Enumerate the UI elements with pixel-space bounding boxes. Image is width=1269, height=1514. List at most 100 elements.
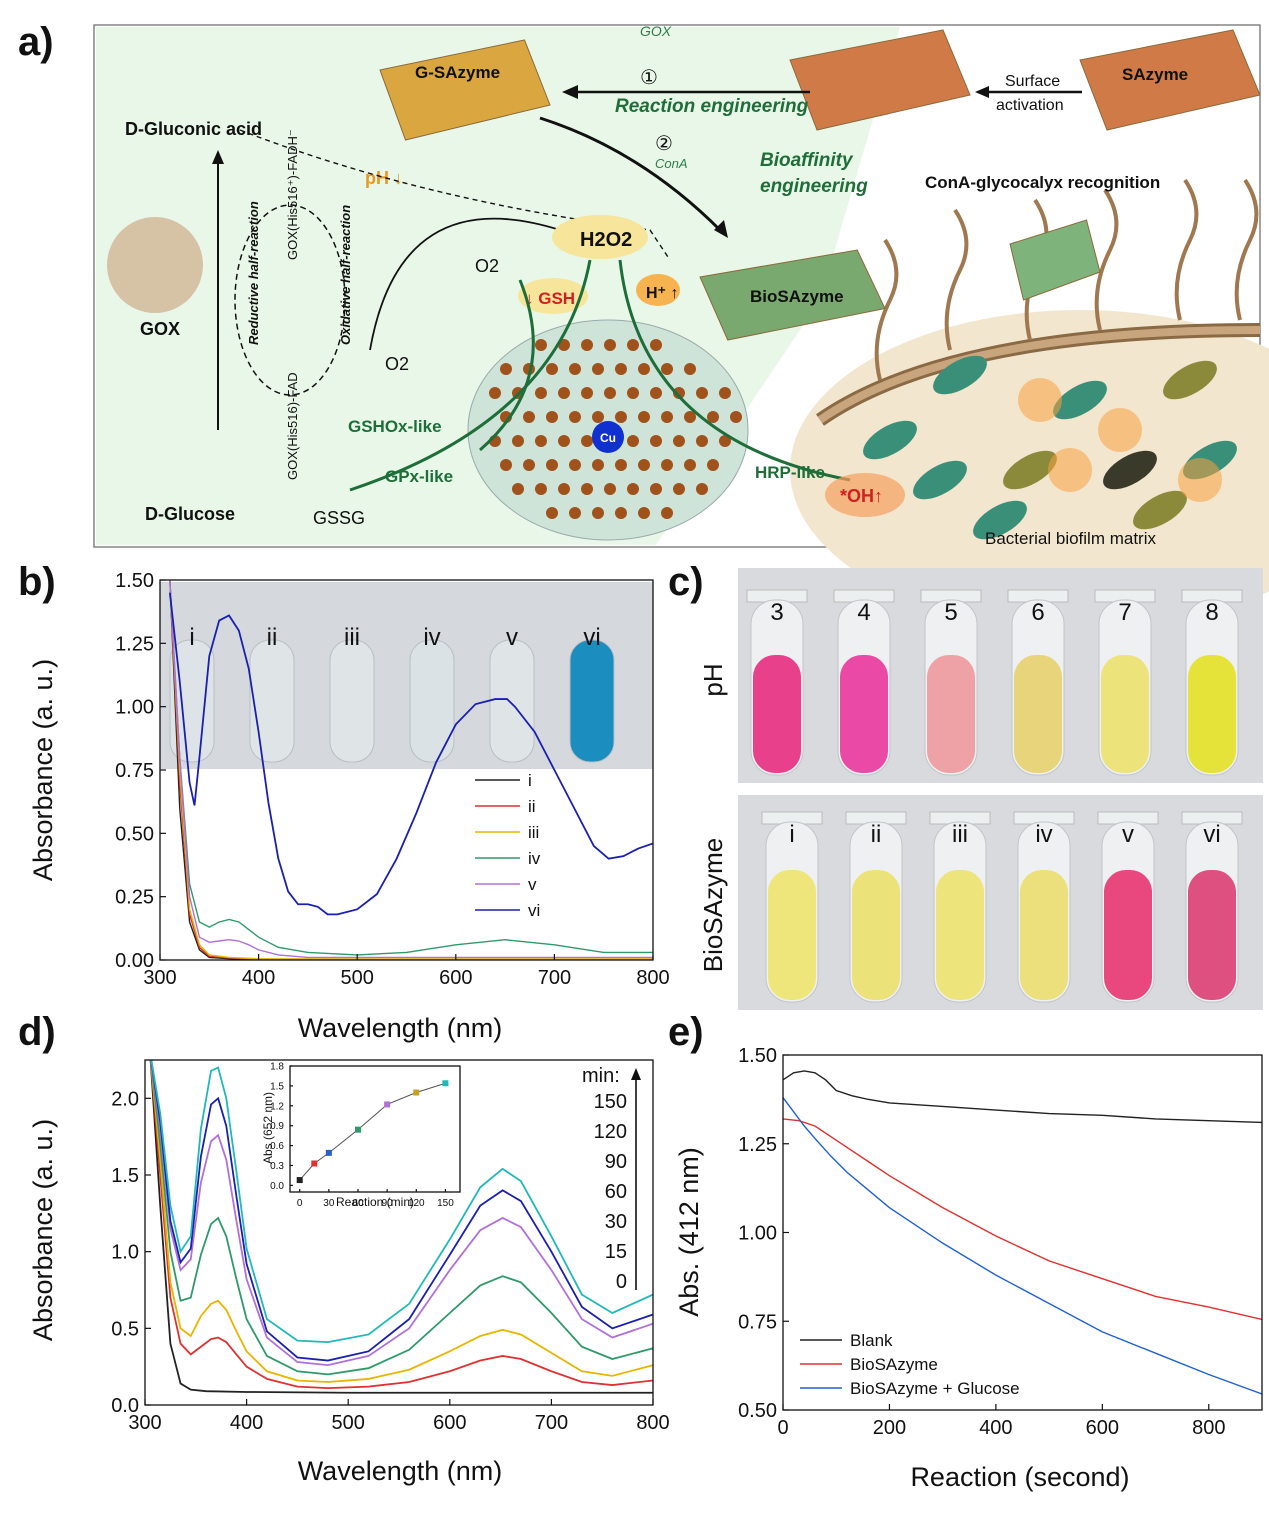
graphene-atom [673, 435, 685, 447]
g-sazyme-sheet [379, 39, 551, 141]
ph-tube-liquid-8 [1188, 655, 1236, 773]
photo-tube-i [169, 639, 215, 763]
y-tick-label: 1.2 [270, 1101, 284, 1112]
photo-tube-iii [329, 639, 375, 763]
graphene-atom [500, 459, 512, 471]
y-tick-label: 1.0 [111, 1242, 139, 1264]
y-tick-label: 1.00 [738, 1223, 777, 1245]
series-line-15min [149, 1060, 653, 1390]
graphene-atom [615, 363, 627, 375]
x-tick-label: 120 [408, 1198, 425, 1209]
d-legend-label: 30 [605, 1211, 627, 1233]
bio-axis-label: BioSAzyme [698, 838, 728, 972]
x-tick-label: 200 [873, 1417, 906, 1439]
bio-tube-liquid-iv [1020, 870, 1068, 1000]
photo-tube-ii [249, 639, 295, 763]
chart-d: 300 400 500 600 700 8000.00.51.01.52.0Wavelen… [28, 1059, 670, 1486]
surface-activation-label-2: activation [996, 97, 1064, 114]
x-tick-label: 600 [1086, 1417, 1119, 1439]
ph-tube-liquid-6 [1014, 655, 1062, 773]
series-line-120min [150, 1060, 653, 1362]
x-tick-label: 30 [323, 1198, 335, 1209]
series-group-d [149, 1060, 653, 1394]
graphene-atom [684, 411, 696, 423]
graphene-atom [638, 459, 650, 471]
graphene-atom [638, 507, 650, 519]
biosazyme-sheet [699, 249, 886, 341]
glycocalyx-strand-5 [1234, 178, 1259, 321]
graphene-atom [661, 459, 673, 471]
graphene-atom [696, 387, 708, 399]
panel-label-d: d) [18, 1010, 56, 1054]
ros-glow-3 [1048, 448, 1092, 492]
series-line-90min [150, 1060, 653, 1367]
panel-a-schematic: Bacterial biofilm matrix ConA-glycocalyx … [93, 23, 1269, 630]
ph-tube-liquid-5 [927, 655, 975, 773]
o2-label-b: O2 [475, 256, 499, 276]
glycocalyx-strand-0 [874, 238, 899, 381]
inset-point-60 [355, 1126, 361, 1133]
graphene-atom [707, 459, 719, 471]
legend-label-vi: vi [528, 901, 540, 920]
graphene-atom [581, 483, 593, 495]
inset-point-0 [296, 1177, 303, 1184]
bacterium-2 [1003, 450, 1057, 490]
photo-tube-label-v: v [506, 624, 518, 651]
gpx-label: GPx-like [385, 467, 453, 486]
graphene-atom [546, 411, 558, 423]
graphene-atom [661, 507, 673, 519]
graphene-atom [673, 387, 685, 399]
x-tick-label: 600 [433, 1412, 466, 1434]
graphene-atom [604, 339, 616, 351]
series-group-e [783, 1070, 1262, 1395]
photo-tube-v [489, 639, 535, 763]
g-sazyme-label: G-SAzyme [415, 63, 500, 82]
graphene-atom [638, 363, 650, 375]
glycocalyx-strand-3 [1094, 188, 1119, 331]
series-line-v [169, 580, 653, 959]
cu-atom [592, 421, 624, 453]
graphene-atom [615, 411, 627, 423]
gox-label: GOX [140, 319, 180, 339]
graphene-atom [569, 363, 581, 375]
photo-tube-iv [409, 639, 455, 763]
graphene-atom [546, 507, 558, 519]
graphene-atom [684, 363, 696, 375]
gshox-arrow [479, 279, 535, 452]
graphene-atom [581, 339, 593, 351]
gshox-label: GSHOx-like [348, 417, 442, 436]
x-tick-label: 60 [352, 1198, 364, 1209]
d-legend-label: 15 [605, 1241, 627, 1263]
bacterium-1 [933, 355, 987, 395]
e-legend-label: BioSAzyme [850, 1355, 938, 1374]
series-line-30min [149, 1060, 653, 1383]
x-tick-label: 600 [439, 967, 472, 989]
ph-tube-liquid-3 [753, 655, 801, 773]
graphene-atom [512, 483, 524, 495]
step1-label: ① [640, 67, 658, 89]
photo-tube-label-ii: ii [267, 624, 278, 651]
gssg-label: GSSG [313, 508, 365, 528]
inset-line [299, 1082, 446, 1181]
bio-photo-bg [738, 795, 1263, 1010]
gluconic-acid-label: D-Gluconic acid [125, 119, 262, 139]
bio-tube-label-ii: ii [871, 821, 882, 848]
bio-tube-liquid-i [768, 870, 816, 1000]
series-line-0min [149, 1060, 653, 1394]
y-tick-label: 0.5 [111, 1318, 139, 1340]
d-legend-label: 90 [605, 1151, 627, 1173]
series-line-blank [783, 1070, 1262, 1124]
graphene-atom [581, 387, 593, 399]
graphene-atom [604, 483, 616, 495]
hrp-arrow [618, 259, 851, 482]
step2-cona: ConA [655, 156, 688, 171]
surface-activation-arrowhead [975, 86, 989, 98]
panel-label-a: a) [18, 20, 54, 64]
graphene-atom [615, 507, 627, 519]
photo-tube-vi [569, 639, 615, 763]
step1-gox: GOX [640, 23, 672, 39]
d-xlabel: Wavelength (nm) [298, 1456, 503, 1486]
series-line-150min [150, 1060, 653, 1344]
